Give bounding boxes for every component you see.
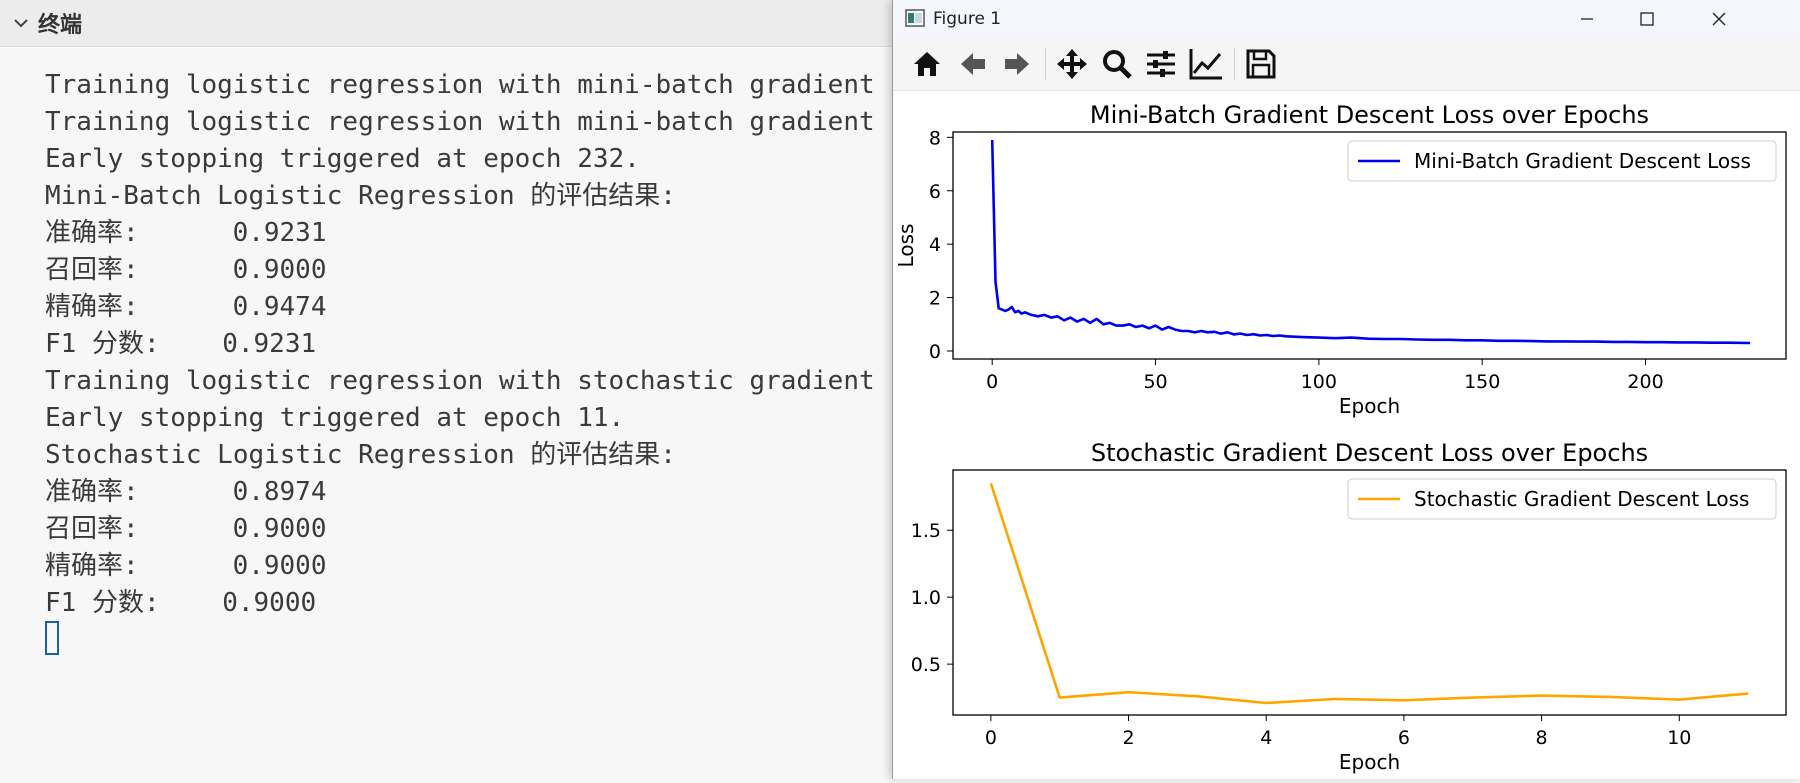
chart-title: Stochastic Gradient Descent Loss over Ep…	[1091, 439, 1648, 467]
x-tick-label: 8	[1536, 727, 1548, 749]
y-tick-label: 1.5	[911, 520, 941, 542]
plot-canvas[interactable]: Mini-Batch Gradient Descent Loss over Ep…	[893, 91, 1800, 779]
series-line	[990, 139, 1751, 345]
terminal-line: 准确率: 0.9231	[45, 218, 327, 248]
x-tick-label: 10	[1667, 727, 1691, 749]
terminal-line: Early stopping triggered at epoch 232.	[45, 144, 640, 174]
save-button[interactable]	[1243, 46, 1279, 82]
back-button[interactable]	[955, 46, 991, 82]
maximize-icon	[1640, 12, 1654, 26]
terminal-header[interactable]: 终端	[0, 0, 900, 47]
y-tick-label: 1.0	[911, 587, 941, 609]
y-tick-label: 6	[929, 181, 941, 203]
zoom-icon	[1103, 50, 1132, 79]
y-tick-label: 4	[929, 234, 941, 256]
figure-app-icon	[905, 9, 925, 27]
pan-button[interactable]	[1054, 46, 1090, 82]
y-tick-label: 2	[929, 288, 941, 310]
matplotlib-toolbar	[893, 38, 1800, 91]
terminal-line: Early stopping triggered at epoch 11.	[45, 403, 625, 433]
x-axis-label: Epoch	[1339, 394, 1400, 418]
terminal-line: Training logistic regression with stocha…	[45, 366, 875, 396]
minimize-icon	[1581, 18, 1593, 20]
x-tick-label: 2	[1123, 727, 1135, 749]
y-tick-label: 8	[929, 127, 941, 149]
terminal-line: Training logistic regression with mini-b…	[45, 70, 875, 100]
legend-box	[1347, 478, 1777, 520]
terminal-line: 召回率: 0.9000	[45, 514, 327, 544]
figure-window[interactable]: Figure 1	[892, 0, 1800, 779]
edit-axis-icon	[1189, 49, 1222, 80]
chart-title: Mini-Batch Gradient Descent Loss over Ep…	[1090, 101, 1649, 129]
terminal-line: 召回率: 0.9000	[45, 255, 327, 285]
save-icon	[1246, 49, 1276, 79]
y-tick-label: 0.5	[911, 654, 941, 676]
zoom-button[interactable]	[1099, 46, 1135, 82]
home-button[interactable]	[909, 46, 945, 82]
maximize-button[interactable]	[1617, 0, 1677, 38]
x-tick-label: 50	[1143, 371, 1167, 393]
edit-axis-button[interactable]	[1188, 46, 1224, 82]
close-button[interactable]	[1689, 0, 1749, 38]
x-tick-label: 150	[1464, 371, 1500, 393]
terminal-output[interactable]: Training logistic regression with mini-b…	[0, 47, 900, 779]
chevron-down-icon[interactable]	[12, 14, 30, 32]
back-icon	[961, 53, 985, 75]
x-tick-label: 0	[986, 371, 998, 393]
x-axis-label: Epoch	[1339, 750, 1400, 774]
terminal-line: Mini-Batch Logistic Regression 的评估结果:	[45, 181, 676, 211]
axes-frame	[952, 469, 1787, 716]
y-tick-label: 0	[929, 341, 941, 363]
forward-button[interactable]	[999, 46, 1035, 82]
series-line	[989, 483, 1749, 705]
terminal-line: 精确率: 0.9474	[45, 292, 327, 322]
x-tick-label: 100	[1301, 371, 1337, 393]
pan-icon	[1057, 49, 1087, 79]
forward-icon	[1005, 53, 1029, 75]
legend-label: Stochastic Gradient Descent Loss	[1414, 487, 1749, 511]
terminal-cursor	[45, 621, 59, 655]
terminal-lines: Training logistic regression with mini-b…	[45, 67, 875, 622]
figure-canvas[interactable]: Mini-Batch Gradient Descent Loss over Ep…	[893, 91, 1800, 779]
window-titlebar[interactable]: Figure 1	[893, 0, 1800, 38]
x-tick-label: 4	[1260, 727, 1272, 749]
legend-box	[1347, 140, 1777, 182]
y-axis-label: Loss	[894, 224, 918, 268]
terminal-line: Training logistic regression with mini-b…	[45, 107, 875, 137]
x-tick-label: 0	[985, 727, 997, 749]
minimize-button[interactable]	[1557, 0, 1617, 38]
window-title: Figure 1	[933, 9, 1002, 29]
terminal-line: 精确率: 0.9000	[45, 551, 327, 581]
terminal-line: F1 分数: 0.9231	[45, 329, 317, 359]
legend-label: Mini-Batch Gradient Descent Loss	[1414, 149, 1751, 173]
x-tick-label: 6	[1398, 727, 1410, 749]
terminal-line: 准确率: 0.8974	[45, 477, 327, 507]
terminal-line: F1 分数: 0.9000	[45, 588, 317, 618]
terminal-title: 终端	[38, 13, 83, 38]
home-icon	[914, 52, 940, 76]
axes-frame	[952, 131, 1787, 360]
close-icon	[1712, 12, 1726, 26]
terminal-line: Stochastic Logistic Regression 的评估结果:	[45, 440, 676, 470]
configure-subplots-button[interactable]	[1143, 46, 1179, 82]
x-tick-label: 200	[1627, 371, 1663, 393]
configure-subplots-icon	[1147, 51, 1175, 77]
